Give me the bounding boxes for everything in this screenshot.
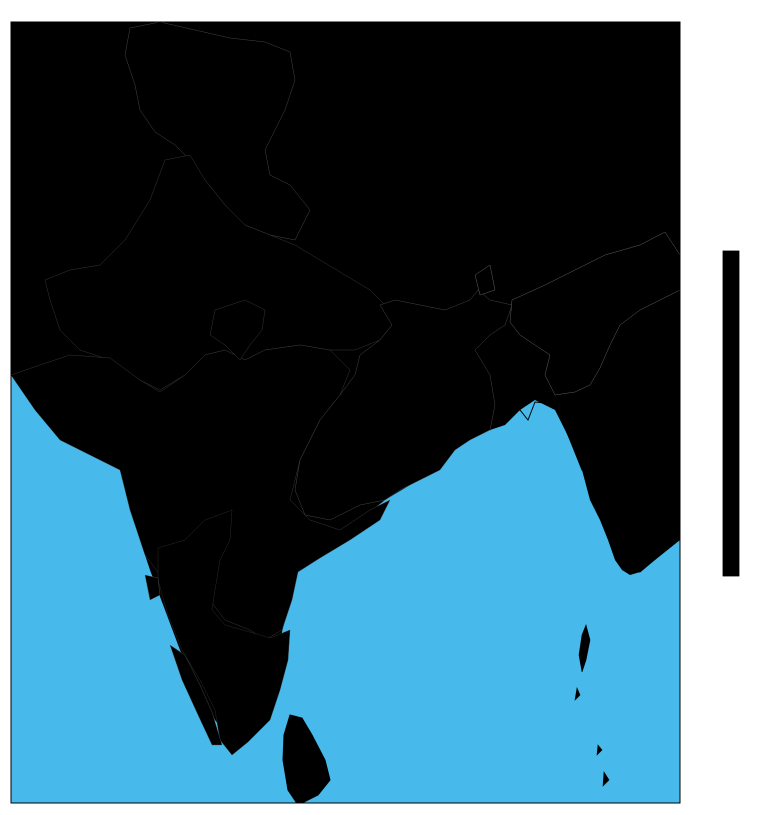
region-west-central-patch (209, 299, 266, 361)
andaman-islands (574, 624, 610, 787)
coastline (489, 401, 680, 573)
region-north-east (474, 231, 680, 396)
sri-lanka (282, 714, 331, 803)
region-east (294, 289, 513, 521)
region-deccan (157, 509, 291, 756)
colorbar-gradient (722, 250, 740, 577)
map-frame (10, 21, 681, 804)
region-south-west-coast (144, 574, 223, 746)
region-west-central (11, 344, 391, 641)
region-north-himalayan (124, 22, 311, 241)
